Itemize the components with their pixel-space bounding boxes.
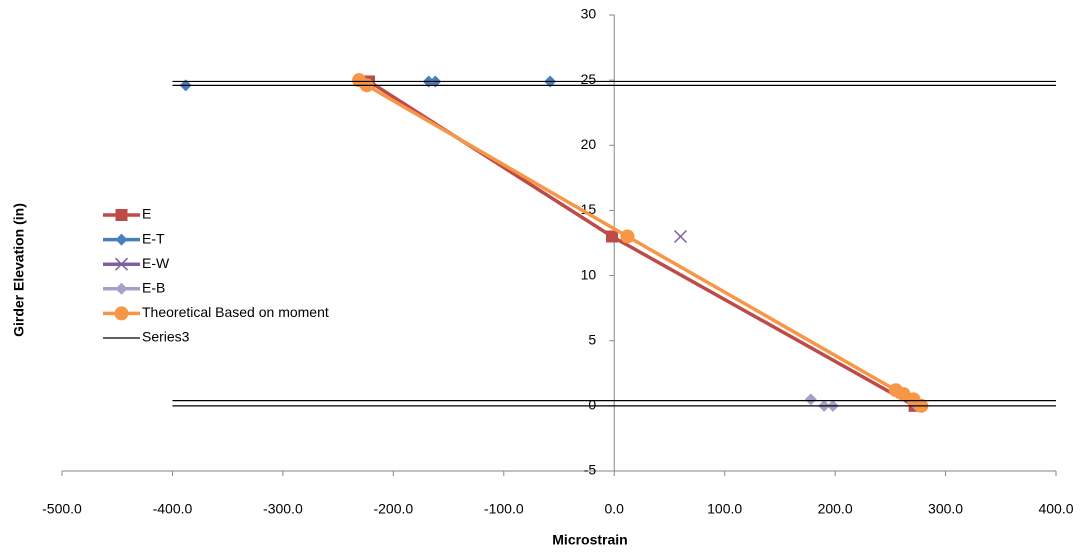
x-axis-title: Microstrain: [552, 532, 627, 548]
y-tick-label: 20: [581, 136, 597, 152]
legend-label: Theoretical Based on moment: [142, 304, 329, 320]
legend-entry: E: [103, 206, 151, 222]
y-tick-label: 10: [581, 266, 597, 282]
data-point: [673, 229, 688, 244]
legend-marker: [115, 209, 128, 221]
y-tick-label: 0: [588, 397, 596, 413]
x-tick-label: -100.0: [484, 501, 524, 517]
legend-label: E-W: [142, 255, 170, 271]
x-tick-label: 300.0: [928, 501, 963, 517]
legend-entry: Series3: [103, 329, 190, 345]
x-tick-label: 0.0: [604, 501, 624, 517]
y-tick-label: -5: [584, 462, 597, 478]
legend-label: E: [142, 206, 151, 222]
y-tick-label: 30: [581, 6, 597, 22]
legend-entry: E-T: [103, 230, 165, 246]
series-line: [358, 78, 923, 408]
legend-label: E-B: [142, 280, 165, 296]
x-tick-label: -400.0: [153, 501, 193, 517]
x-tick-label: 200.0: [818, 501, 853, 517]
x-tick-label: -300.0: [263, 501, 303, 517]
x-tick-label: -500.0: [42, 501, 82, 517]
y-tick-label: 5: [588, 331, 596, 347]
legend-marker: [115, 233, 128, 246]
series-line: [172, 80, 1056, 407]
legend-entry: E-W: [103, 255, 170, 271]
y-tick-label: 25: [581, 71, 597, 87]
legend-marker: [114, 257, 129, 271]
legend-marker: [115, 282, 128, 295]
x-tick-label: -200.0: [373, 501, 413, 517]
legend-entry: E-B: [103, 280, 165, 296]
x-tick-label: 100.0: [707, 501, 742, 517]
legend-marker: [114, 306, 129, 321]
data-point: [620, 229, 635, 244]
data-point: [804, 393, 817, 406]
y-axis-title: Girder Elevation (in): [11, 203, 27, 337]
legend-entry: Theoretical Based on moment: [103, 304, 329, 321]
legend-label: E-T: [142, 230, 165, 246]
data-point: [606, 230, 619, 243]
x-tick-label: 400.0: [1038, 501, 1073, 517]
legend-label: Series3: [142, 329, 190, 345]
